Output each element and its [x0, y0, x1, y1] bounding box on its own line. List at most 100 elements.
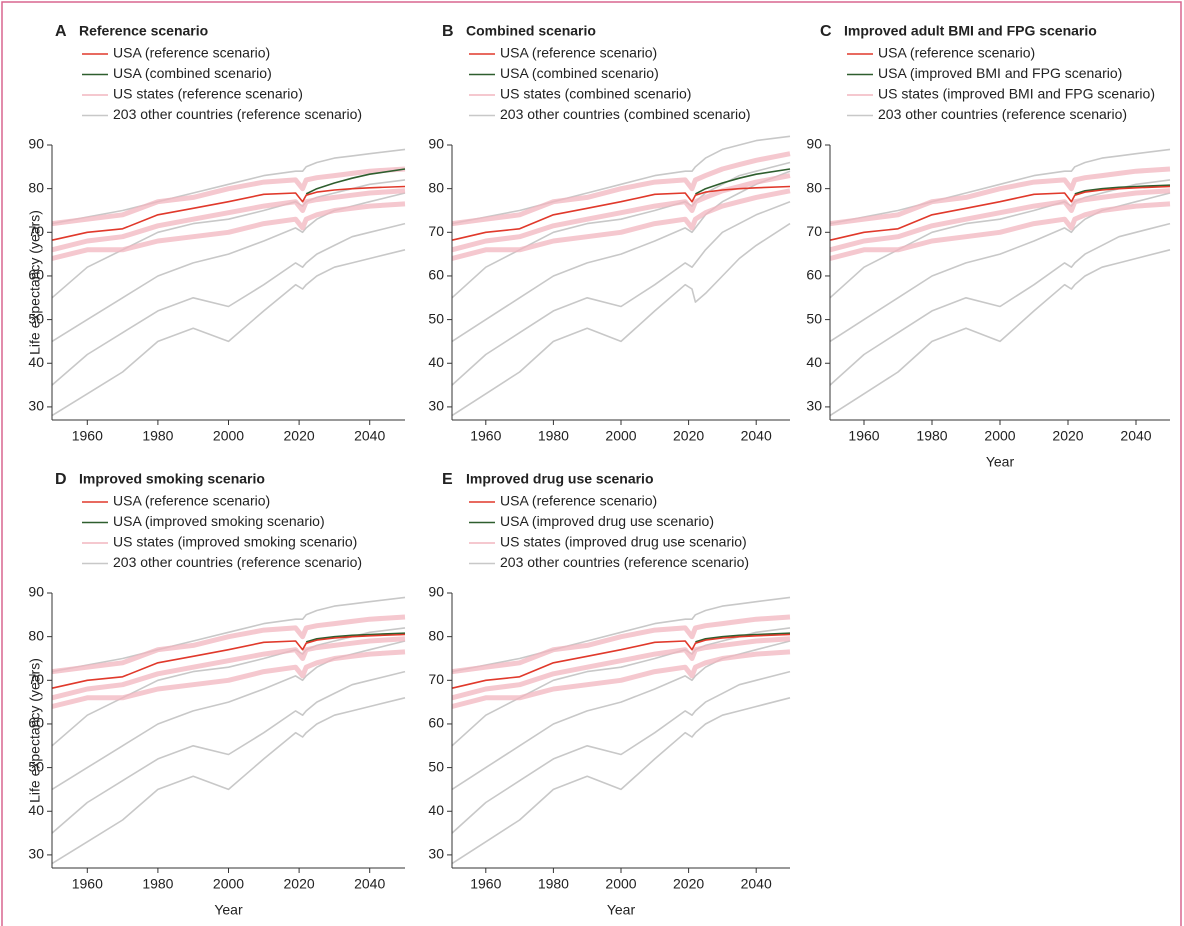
plot-area	[51, 596, 406, 865]
x-tick-label: 1980	[916, 428, 947, 444]
legend-label: USA (reference scenario)	[878, 45, 1035, 61]
y-tick-label: 60	[28, 267, 44, 283]
x-tick-label: 2040	[354, 428, 385, 444]
usa-line	[51, 633, 406, 689]
panel-label: E	[442, 471, 453, 488]
y-tick-label: 50	[428, 758, 444, 774]
y-tick-label: 90	[28, 136, 44, 152]
country-line	[829, 249, 1171, 417]
country-line	[451, 670, 791, 834]
x-tick-label: 2040	[741, 428, 772, 444]
y-tick-label: 70	[428, 223, 444, 239]
y-tick-label: 40	[806, 354, 822, 370]
x-axis-label: Year	[214, 902, 243, 918]
x-tick-label: 1960	[72, 876, 103, 892]
country-line	[451, 596, 791, 673]
state-line	[451, 188, 791, 261]
x-tick-label: 2040	[1120, 428, 1151, 444]
x-tick-label: 2000	[213, 876, 244, 892]
state-line	[451, 173, 791, 253]
legend-label: US states (improved drug use scenario)	[500, 534, 747, 550]
panel-title: Improved smoking scenario	[79, 471, 265, 487]
country-line	[451, 135, 791, 225]
y-tick-label: 30	[28, 398, 44, 414]
panel-label: A	[55, 23, 67, 40]
y-tick-label: 30	[428, 846, 444, 862]
legend-label: USA (improved drug use scenario)	[500, 513, 714, 529]
y-tick-label: 80	[428, 179, 444, 195]
x-tick-label: 2000	[605, 876, 636, 892]
plot-area	[451, 135, 791, 417]
x-tick-label: 1980	[538, 428, 569, 444]
y-tick-label: 80	[428, 627, 444, 643]
plot-area	[51, 148, 406, 417]
state-line	[51, 188, 406, 253]
country-line	[51, 670, 406, 834]
usa-line	[695, 632, 791, 643]
x-tick-label: 1980	[142, 428, 173, 444]
state-line	[451, 636, 791, 701]
usa-line	[51, 185, 406, 241]
state-line	[829, 166, 1171, 227]
legend-label: USA (combined scenario)	[113, 65, 272, 81]
y-tick-label: 80	[806, 179, 822, 195]
plot-area	[451, 596, 791, 865]
y-tick-label: 70	[806, 223, 822, 239]
y-tick-label: 50	[28, 310, 44, 326]
legend-label: USA (reference scenario)	[500, 45, 657, 61]
state-line	[51, 649, 406, 709]
state-line	[451, 151, 791, 227]
y-tick-label: 40	[428, 802, 444, 818]
legend-label: USA (combined scenario)	[500, 65, 659, 81]
usa-line	[305, 632, 406, 643]
y-tick-label: 90	[428, 584, 444, 600]
legend-label: 203 other countries (reference scenario)	[113, 554, 362, 570]
y-tick-label: 70	[28, 671, 44, 687]
legend-label: USA (reference scenario)	[500, 493, 657, 509]
legend-label: USA (improved smoking scenario)	[113, 513, 325, 529]
country-line	[51, 148, 406, 225]
legend-label: 203 other countries (reference scenario)	[878, 106, 1127, 122]
x-tick-label: 2020	[284, 876, 315, 892]
legend-label: USA (improved BMI and FPG scenario)	[878, 65, 1122, 81]
legend-label: 203 other countries (combined scenario)	[500, 106, 751, 122]
x-tick-label: 2000	[213, 428, 244, 444]
usa-line	[829, 185, 1171, 241]
x-tick-label: 1980	[142, 876, 173, 892]
y-tick-label: 40	[428, 354, 444, 370]
country-line	[451, 170, 791, 343]
x-tick-label: 1980	[538, 876, 569, 892]
panel-label: C	[820, 23, 832, 40]
country-line	[51, 596, 406, 673]
y-tick-label: 60	[28, 715, 44, 731]
x-tick-label: 2020	[284, 428, 315, 444]
legend-label: US states (improved BMI and FPG scenario…	[878, 86, 1155, 102]
plot-area	[829, 148, 1171, 417]
legend-label: 203 other countries (reference scenario)	[500, 554, 749, 570]
state-line	[451, 614, 791, 675]
x-tick-label: 1960	[470, 428, 501, 444]
state-line	[51, 614, 406, 675]
usa-line	[305, 168, 406, 195]
y-tick-label: 30	[428, 398, 444, 414]
country-line	[451, 222, 791, 417]
legend-label: USA (reference scenario)	[113, 493, 270, 509]
usa-line	[451, 633, 791, 689]
y-tick-label: 40	[28, 802, 44, 818]
country-line	[51, 249, 406, 417]
y-tick-label: 60	[806, 267, 822, 283]
x-tick-label: 2000	[984, 428, 1015, 444]
panel-title: Improved adult BMI and FPG scenario	[844, 23, 1097, 39]
x-tick-label: 2020	[673, 428, 704, 444]
x-tick-label: 2040	[741, 876, 772, 892]
y-tick-label: 30	[806, 398, 822, 414]
state-line	[829, 201, 1171, 261]
x-axis-label: Year	[607, 902, 636, 918]
x-axis-label: Year	[986, 454, 1015, 470]
y-tick-label: 50	[428, 310, 444, 326]
country-line	[451, 697, 791, 865]
y-tick-label: 80	[28, 179, 44, 195]
legend-label: USA (reference scenario)	[113, 45, 270, 61]
country-line	[829, 222, 1171, 386]
